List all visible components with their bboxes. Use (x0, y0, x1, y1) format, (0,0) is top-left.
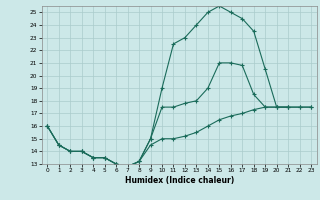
X-axis label: Humidex (Indice chaleur): Humidex (Indice chaleur) (124, 176, 234, 185)
